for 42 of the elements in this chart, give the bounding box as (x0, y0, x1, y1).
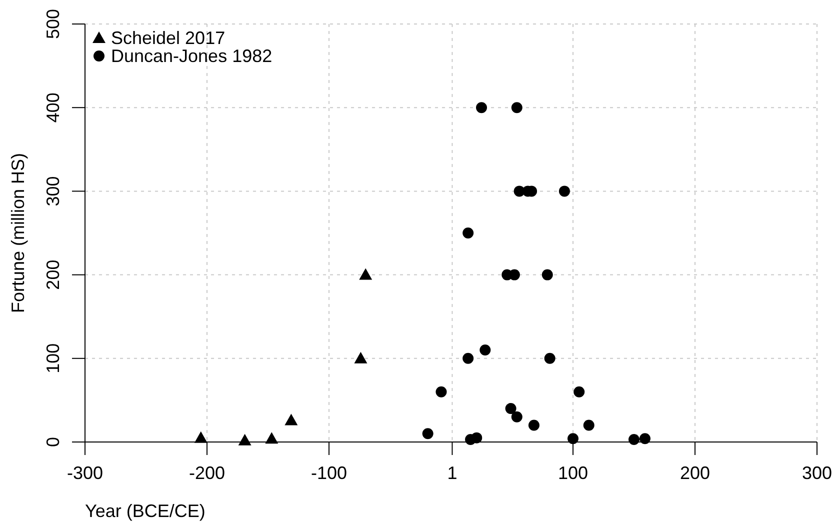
point (265, 432, 278, 444)
point (544, 352, 556, 364)
point (628, 434, 640, 445)
point (238, 434, 252, 446)
point (558, 186, 570, 197)
point (422, 428, 434, 440)
point (354, 352, 368, 364)
point (194, 431, 208, 443)
point (511, 411, 522, 422)
point (574, 386, 585, 398)
x-tick-label: 100 (558, 463, 588, 483)
legend-label: Duncan-Jones 1982 (111, 46, 272, 66)
x-tick-label: 1 (447, 463, 458, 483)
y-tick-label: 500 (43, 8, 63, 40)
x-tick-label: -200 (188, 463, 226, 483)
point (480, 344, 491, 356)
point (436, 386, 447, 398)
point (462, 352, 474, 364)
point (568, 433, 578, 444)
y-tick-label: 300 (43, 176, 63, 206)
point (476, 102, 487, 114)
point (462, 228, 474, 238)
point (511, 102, 522, 114)
x-tick-label: -300 (66, 463, 104, 483)
x-axis-title: Year (BCE/CE) (85, 501, 206, 521)
x-tick-label: 200 (680, 463, 710, 483)
point (528, 420, 540, 431)
y-tick-label: 200 (43, 260, 63, 290)
y-tick-label: 0 (43, 436, 63, 448)
point (583, 420, 594, 431)
y-tick-label: 400 (43, 92, 63, 123)
point (359, 268, 372, 280)
x-tick-label: -100 (310, 463, 348, 483)
y-axis-title: Fortune (million HS) (8, 152, 28, 314)
point (542, 269, 553, 280)
point (284, 414, 298, 426)
x-tick-label: 300 (802, 463, 832, 483)
point (639, 433, 650, 444)
y-tick-label: 100 (43, 343, 63, 374)
point (471, 432, 482, 444)
point (505, 403, 516, 414)
legend-label: Scheidel 2017 (111, 28, 226, 48)
